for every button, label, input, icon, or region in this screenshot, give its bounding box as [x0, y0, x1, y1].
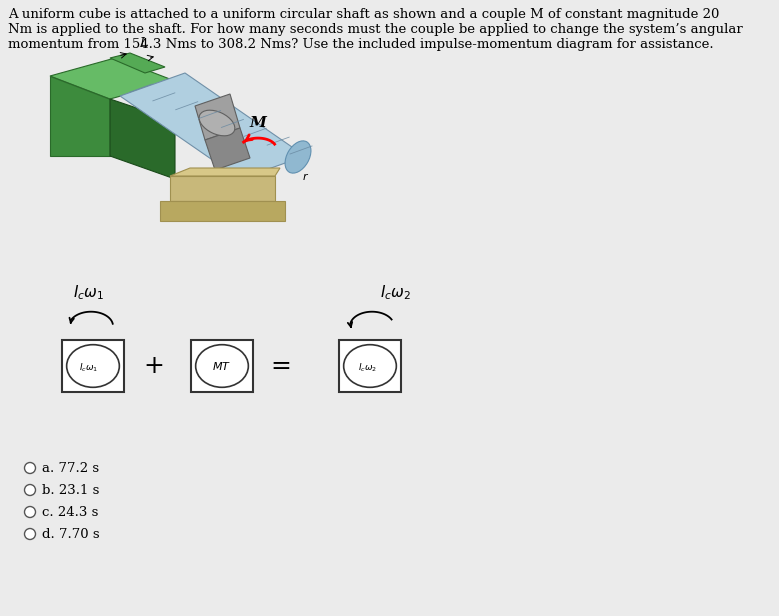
Polygon shape	[110, 53, 165, 73]
Text: d. 7.70 s: d. 7.70 s	[42, 527, 100, 540]
Circle shape	[24, 485, 36, 495]
Text: c. 24.3 s: c. 24.3 s	[42, 506, 98, 519]
Text: momentum from 154.3 Nms to 308.2 Nms? Use the included impulse-momentum diagram : momentum from 154.3 Nms to 308.2 Nms? Us…	[8, 38, 714, 51]
Polygon shape	[110, 99, 175, 179]
Text: +: +	[143, 354, 164, 378]
Ellipse shape	[285, 141, 311, 173]
Polygon shape	[195, 94, 240, 140]
Text: Nm is applied to the shaft. For how many seconds must the couple be applied to c: Nm is applied to the shaft. For how many…	[8, 23, 742, 36]
Polygon shape	[50, 76, 110, 156]
Text: a. 77.2 s: a. 77.2 s	[42, 461, 99, 474]
Ellipse shape	[196, 345, 249, 387]
Circle shape	[24, 463, 36, 474]
Polygon shape	[205, 128, 250, 170]
Polygon shape	[170, 176, 275, 201]
Polygon shape	[50, 58, 175, 99]
Text: $I_c\omega_1$: $I_c\omega_1$	[73, 283, 104, 302]
Ellipse shape	[67, 345, 119, 387]
Bar	[62, 340, 124, 392]
Polygon shape	[170, 168, 280, 176]
Ellipse shape	[344, 345, 397, 387]
Text: $MT$: $MT$	[213, 360, 231, 372]
Text: $I_c\omega_2$: $I_c\omega_2$	[358, 362, 378, 375]
Text: M: M	[249, 116, 266, 130]
Text: A uniform cube is attached to a uniform circular shaft as shown and a couple M o: A uniform cube is attached to a uniform …	[8, 8, 719, 21]
Circle shape	[24, 506, 36, 517]
Text: r: r	[303, 172, 308, 182]
Bar	[191, 340, 253, 392]
Bar	[339, 340, 401, 392]
Polygon shape	[160, 201, 285, 221]
Text: $I_c\omega_1$: $I_c\omega_1$	[79, 362, 99, 375]
Text: L: L	[139, 37, 147, 50]
Circle shape	[24, 529, 36, 540]
Polygon shape	[120, 73, 305, 179]
Text: $I_c\omega_2$: $I_c\omega_2$	[380, 283, 411, 302]
Ellipse shape	[199, 110, 234, 136]
Text: =: =	[270, 354, 291, 378]
Text: b. 23.1 s: b. 23.1 s	[42, 484, 100, 496]
